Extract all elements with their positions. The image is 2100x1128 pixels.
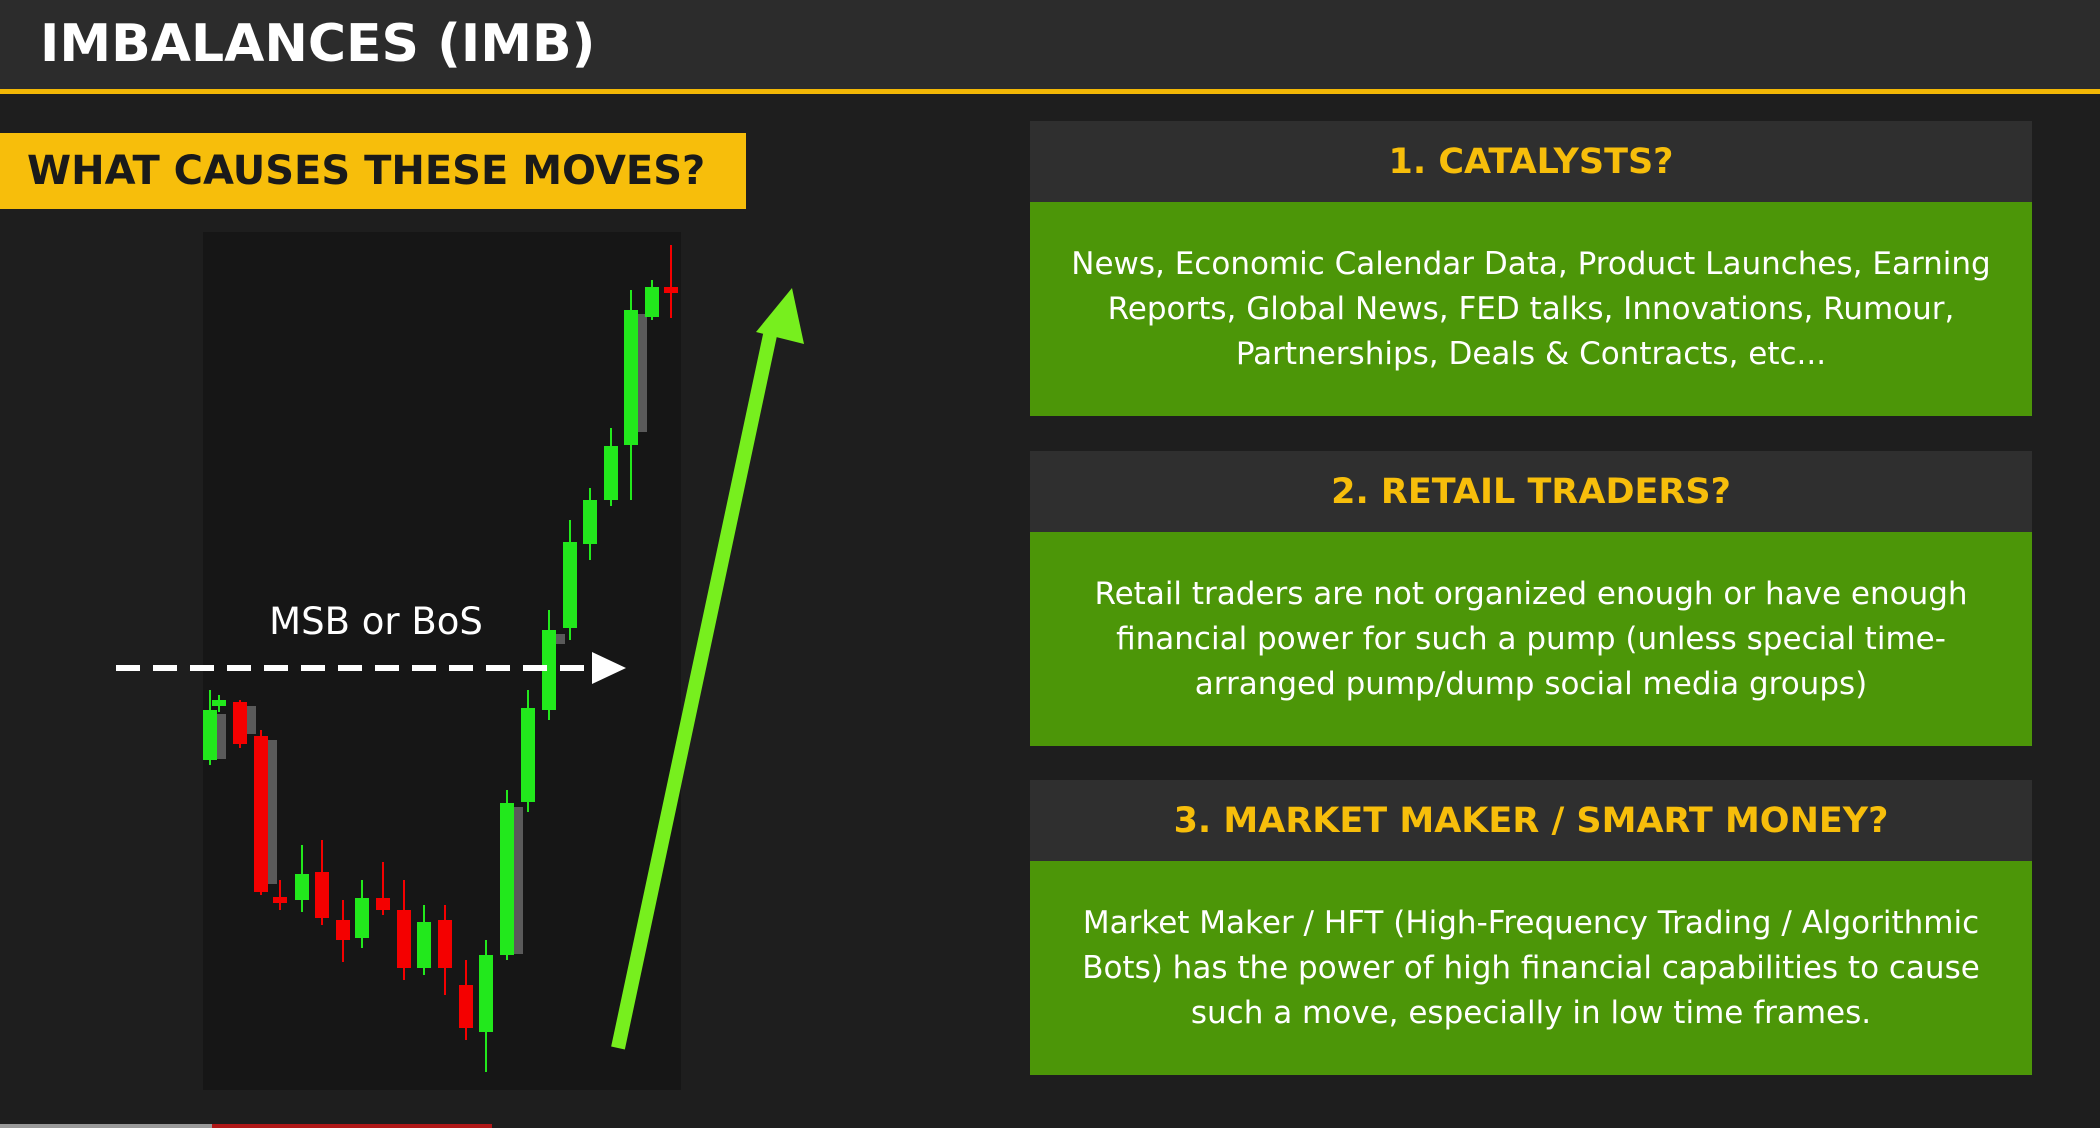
bullish-candle [500, 803, 514, 955]
catalysts-text: News, Economic Calendar Data, Product La… [1030, 202, 2032, 416]
break-label: MSB or BoS [269, 600, 483, 643]
market-maker-heading: 3. MARKET MAKER / SMART MONEY? [1030, 780, 2032, 861]
bearish-candle [397, 910, 411, 968]
bullish-candle [563, 542, 577, 628]
uptrend-arrow-head-icon [756, 288, 804, 344]
bearish-candle [315, 872, 329, 918]
bearish-candle [273, 897, 287, 903]
section-subtitle: WHAT CAUSES THESE MOVES? [0, 133, 746, 209]
bullish-candle [212, 700, 226, 706]
header-bar: IMBALANCES (IMB) [0, 0, 2100, 91]
bullish-candle [645, 287, 659, 317]
subtitle-text: WHAT CAUSES THESE MOVES? [27, 148, 706, 194]
bullish-candle [417, 922, 431, 968]
progress-strip-gray [0, 1124, 212, 1128]
bullish-candle [521, 708, 535, 802]
retail-traders-heading: 2. RETAIL TRADERS? [1030, 451, 2032, 532]
bullish-candle [203, 710, 217, 760]
market-maker-card: 3. MARKET MAKER / SMART MONEY? Market Ma… [1030, 780, 2032, 1075]
retail-traders-text-content: Retail traders are not organized enough … [1094, 575, 1968, 702]
bearish-candle [254, 736, 268, 892]
bearish-candle [459, 985, 473, 1028]
header-divider [0, 89, 2100, 94]
page-title: IMBALANCES (IMB) [40, 14, 596, 74]
market-maker-text-content: Market Maker / HFT (High-Frequency Tradi… [1082, 904, 1980, 1031]
candlesticks [203, 245, 678, 1072]
bullish-candle [479, 955, 493, 1032]
bullish-candle [583, 500, 597, 544]
break-arrowhead-icon [592, 652, 626, 684]
bullish-candle [604, 446, 618, 500]
progress-strip-red [212, 1124, 492, 1128]
uptrend-arrow-shaft [611, 333, 777, 1050]
bearish-candle [664, 287, 678, 293]
catalysts-text-content: News, Economic Calendar Data, Product La… [1071, 245, 1991, 372]
bearish-candle [336, 920, 350, 940]
bullish-candle [542, 630, 556, 710]
bullish-candle [295, 874, 309, 900]
retail-traders-text: Retail traders are not organized enough … [1030, 532, 2032, 746]
bearish-candle [438, 920, 452, 968]
bullish-candle [355, 898, 369, 938]
catalysts-heading: 1. CATALYSTS? [1030, 121, 2032, 202]
bullish-candle [624, 310, 638, 445]
bearish-candle [233, 702, 247, 744]
bearish-candle [376, 898, 390, 910]
catalysts-card: 1. CATALYSTS? News, Economic Calendar Da… [1030, 121, 2032, 416]
market-maker-text: Market Maker / HFT (High-Frequency Tradi… [1030, 861, 2032, 1075]
candle-shadow [551, 634, 565, 644]
retail-traders-card: 2. RETAIL TRADERS? Retail traders are no… [1030, 451, 2032, 746]
